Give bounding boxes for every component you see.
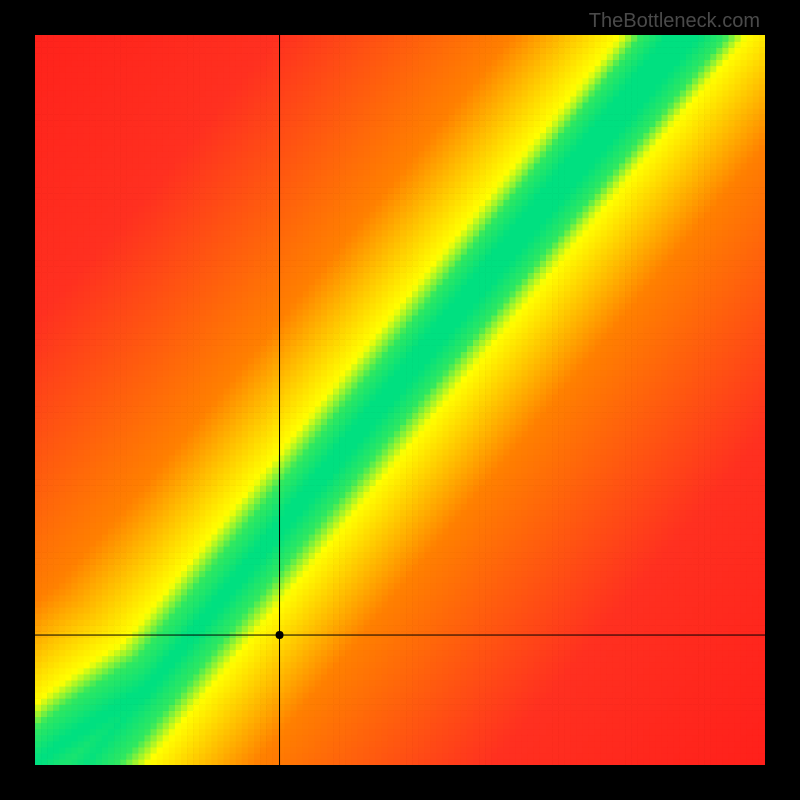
chart-container: TheBottleneck.com <box>0 0 800 800</box>
watermark-text: TheBottleneck.com <box>589 10 760 33</box>
heatmap-canvas <box>35 35 765 765</box>
heatmap-plot <box>35 35 765 765</box>
